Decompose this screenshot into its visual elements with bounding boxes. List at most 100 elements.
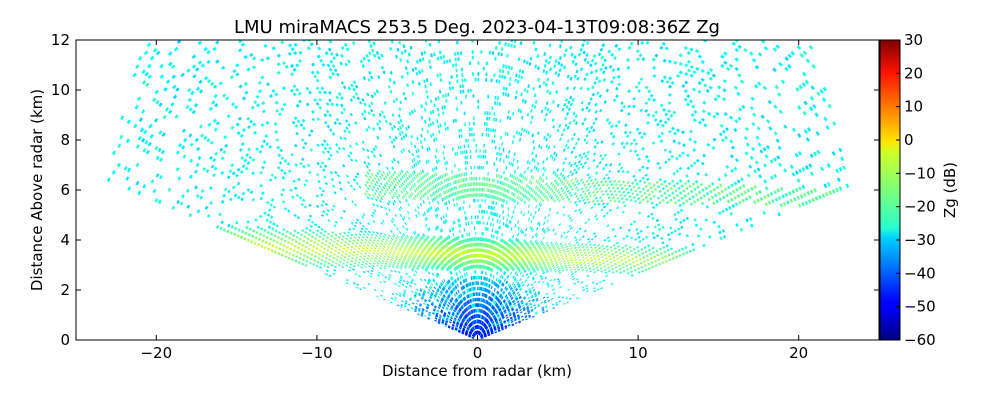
radar-echo-cell	[507, 184, 508, 187]
radar-echo-cell	[515, 79, 516, 82]
radar-echo-cell	[758, 169, 760, 170]
radar-echo-cell	[374, 54, 375, 57]
radar-echo-cell	[547, 90, 548, 93]
radar-echo-cell	[784, 203, 786, 204]
radar-echo-cell	[547, 261, 549, 263]
radar-echo-cell	[787, 202, 789, 203]
radar-echo-cell	[389, 192, 391, 195]
radar-echo-cell	[576, 122, 577, 125]
radar-echo-cell	[688, 95, 690, 97]
radar-echo-cell	[573, 245, 575, 247]
radar-echo-cell	[558, 191, 560, 194]
radar-echo-cell	[543, 312, 545, 313]
radar-echo-cell	[668, 234, 670, 235]
radar-echo-cell	[458, 219, 459, 222]
radar-echo-cell	[522, 319, 524, 320]
radar-echo-cell	[603, 280, 605, 281]
radar-echo-cell	[436, 137, 437, 140]
radar-echo-cell	[578, 269, 580, 270]
radar-echo-cell	[550, 268, 552, 270]
radar-echo-cell	[589, 268, 591, 269]
radar-echo-cell	[684, 183, 686, 185]
radar-echo-cell	[545, 249, 547, 251]
radar-echo-cell	[536, 167, 537, 170]
radar-echo-cell	[446, 128, 447, 131]
radar-echo-cell	[747, 144, 749, 146]
radar-echo-cell	[588, 183, 590, 185]
radar-echo-cell	[421, 236, 423, 239]
radar-echo-cell	[736, 160, 738, 161]
radar-echo-cell	[393, 180, 394, 183]
radar-echo-cell	[645, 197, 647, 199]
radar-echo-cell	[403, 242, 405, 244]
radar-echo-cell	[440, 90, 441, 93]
radar-echo-cell	[653, 184, 655, 186]
radar-echo-cell	[702, 61, 704, 63]
radar-echo-cell	[515, 224, 516, 227]
radar-echo-cell	[362, 113, 363, 116]
radar-echo-cell	[583, 199, 585, 201]
radar-echo-cell	[438, 201, 439, 204]
radar-echo-cell	[423, 234, 424, 237]
radar-echo-cell	[669, 183, 671, 185]
radar-echo-cell	[535, 313, 537, 314]
radar-echo-cell	[350, 152, 352, 154]
radar-echo-cell	[604, 154, 606, 156]
radar-echo-cell	[323, 64, 325, 67]
radar-echo-cell	[591, 71, 592, 74]
radar-echo-cell	[562, 189, 564, 192]
radar-echo-cell	[799, 153, 801, 154]
radar-echo-cell	[373, 148, 375, 151]
radar-echo-cell	[637, 247, 639, 248]
radar-echo-cell	[600, 109, 601, 112]
radar-echo-cell	[399, 186, 400, 189]
radar-echo-cell	[603, 71, 604, 74]
radar-echo-cell	[405, 255, 407, 257]
radar-echo-cell	[421, 177, 422, 180]
radar-echo-cell	[403, 260, 405, 262]
radar-echo-cell	[393, 145, 394, 148]
radar-echo-cell	[450, 229, 451, 232]
radar-echo-cell	[406, 185, 407, 188]
radar-echo-cell	[294, 69, 296, 71]
radar-echo-cell	[398, 128, 399, 131]
radar-echo-cell	[661, 183, 663, 185]
radar-echo-cell	[663, 109, 665, 111]
radar-echo-cell	[557, 255, 559, 257]
radar-echo-cell	[589, 109, 590, 112]
radar-echo-cell	[527, 90, 528, 93]
radar-echo-cell	[562, 181, 563, 184]
radar-echo-cell	[558, 248, 560, 250]
radar-echo-cell	[624, 185, 626, 187]
radar-echo-cell	[550, 259, 552, 261]
radar-echo-cell	[446, 167, 447, 170]
radar-echo-cell	[499, 192, 500, 195]
radar-echo-cell	[385, 176, 387, 179]
radar-echo-cell	[305, 142, 307, 144]
radar-echo-cell	[394, 125, 395, 128]
radar-echo-cell	[523, 175, 524, 178]
radar-echo-cell	[544, 187, 545, 190]
radar-echo-cell	[734, 129, 736, 131]
radar-echo-cell	[351, 113, 353, 116]
radar-echo-cell	[512, 175, 513, 178]
radar-echo-cell	[541, 249, 543, 251]
radar-echo-cell	[402, 197, 403, 200]
radar-echo-cell	[565, 185, 567, 188]
radar-echo-cell	[753, 59, 755, 61]
radar-echo-cell	[422, 69, 423, 72]
radar-echo-cell	[363, 65, 364, 68]
radar-echo-cell	[401, 184, 402, 187]
radar-echo-cell	[576, 231, 578, 233]
radar-echo-cell	[354, 179, 356, 181]
radar-echo-cell	[550, 249, 552, 251]
radar-echo-cell	[555, 251, 557, 253]
radar-echo-cell	[377, 232, 379, 234]
radar-echo-cell	[421, 171, 422, 174]
radar-echo-cell	[540, 196, 541, 199]
radar-echo-cell	[767, 121, 769, 123]
radar-echo-cell	[530, 62, 531, 65]
radar-echo-cell	[675, 252, 677, 253]
radar-echo-cell	[584, 230, 586, 232]
radar-echo-cell	[618, 83, 620, 86]
